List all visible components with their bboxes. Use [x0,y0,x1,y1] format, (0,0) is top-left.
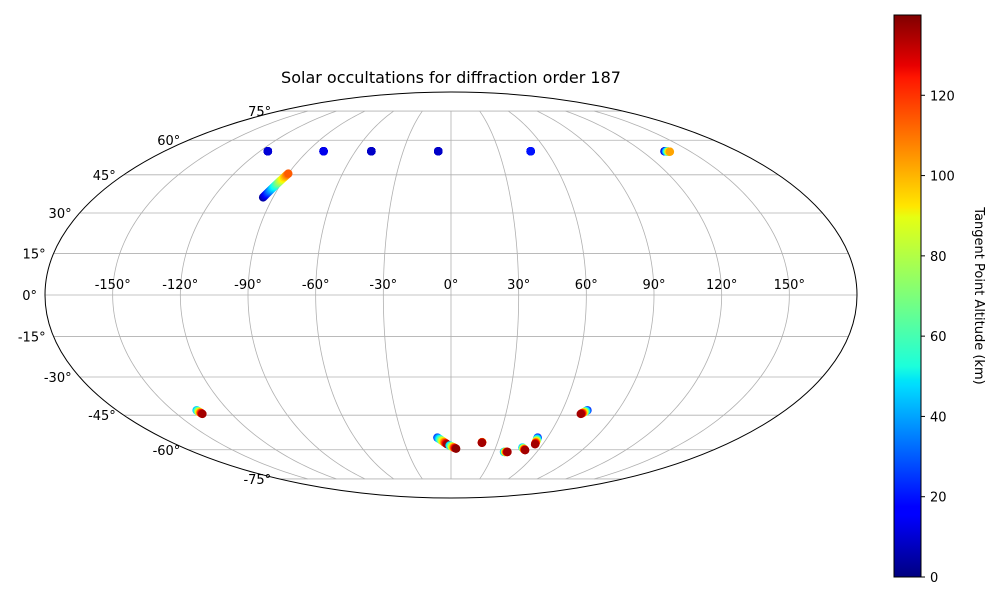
latitude-tick-label: 30° [49,207,72,222]
colorbar-tick-label: 60 [930,330,947,345]
longitude-tick-label: -150° [95,278,131,293]
occultation-point [284,169,293,178]
longitude-gridline [382,110,423,480]
longitude-gridline [479,110,520,480]
longitude-tick-label: -60° [302,278,330,293]
latitude-tick-label: 15° [23,247,46,262]
latitude-tick-label: -60° [153,444,181,459]
latitude-tick-label: -75° [243,473,271,488]
occultation-point [477,438,487,447]
occultation-point [520,445,530,455]
latitude-tick-label: -45° [88,409,116,424]
longitude-gridline [594,110,790,480]
colorbar-tick-label: 100 [930,170,955,185]
longitude-gridline [508,110,587,480]
occultation-point [503,447,512,457]
longitude-gridline [565,110,723,480]
colorbar: 0 20 40 60 80 100 120 Tangent Point Altitude (… [893,14,986,586]
occultation-point [319,147,328,156]
latitude-tick-label: -30° [44,371,72,386]
occultation-point [576,409,585,419]
longitude-tick-label: -90° [234,278,262,293]
latitude-tick-labels: -75° -60° -45° -30° -15° 0° 15° 30° 45° 60° 75° [18,105,271,488]
occultation-point [263,147,273,156]
graticule [45,110,857,480]
latitude-tick-label: 75° [248,105,271,120]
latitude-tick-label: 60° [157,134,180,149]
longitude-gridline [179,110,337,480]
longitude-tick-label: 150° [774,278,805,293]
data-points [192,147,675,457]
occultation-point [367,147,376,156]
colorbar-tick-label: 80 [930,250,947,265]
occultation-point [665,147,675,156]
colorbar-tick-label: 40 [930,410,947,425]
occultation-point [526,147,535,156]
longitude-tick-label: 120° [706,278,737,293]
map-boundary [44,91,858,499]
longitude-tick-labels: -150° -120° -90° -60° -30° 0° 30° 60° 90° 120° 150… [95,278,805,293]
longitude-tick-label: -120° [162,278,198,293]
occultation-point [434,147,443,156]
latitude-tick-label: 45° [93,169,116,184]
colorbar-tick-label: 120 [930,89,955,104]
occultation-point [451,444,461,453]
longitude-gridline [112,110,308,480]
colorbar-tick-label: 0 [930,571,938,586]
longitude-tick-label: 0° [444,278,459,293]
colorbar-tick-label: 20 [930,491,947,506]
longitude-gridline [536,110,655,480]
longitude-gridline [247,110,366,480]
longitude-tick-label: 30° [507,278,530,293]
occultation-point [530,440,540,449]
longitude-tick-label: -30° [369,278,397,293]
colorbar-gradient [893,14,922,578]
occultation-point [198,409,207,419]
chart-title: Solar occultations for diffraction order… [281,68,621,87]
longitude-tick-label: 60° [575,278,598,293]
longitude-gridline [315,110,394,480]
colorbar-label: Tangent Point Altitude (km) [971,206,986,384]
colorbar-ticks: 0 20 40 60 80 100 120 [921,89,955,586]
latitude-tick-label: 0° [22,289,37,304]
latitude-tick-label: -15° [18,331,46,346]
longitude-tick-label: 90° [642,278,665,293]
